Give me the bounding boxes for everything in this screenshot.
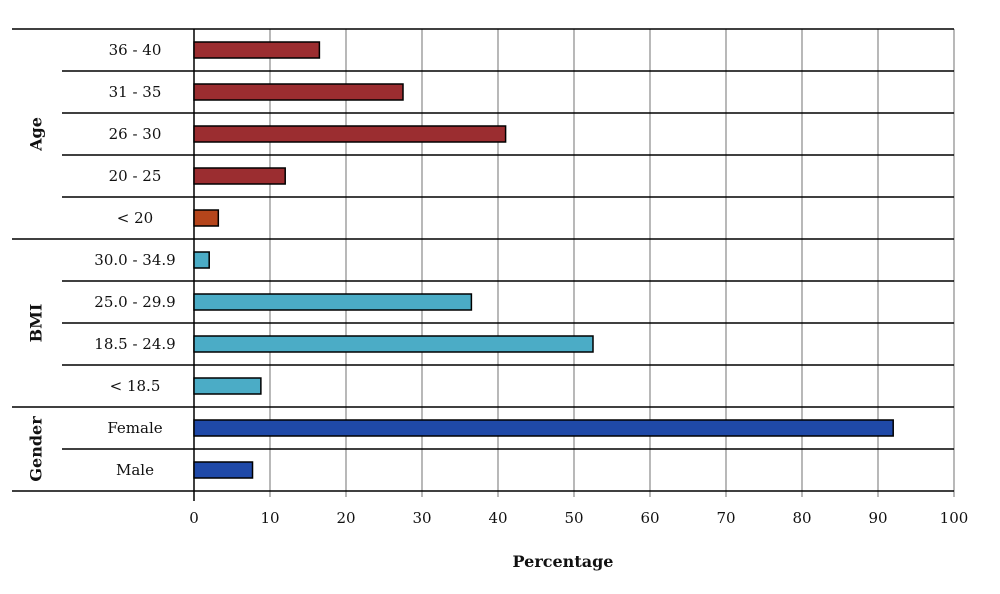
x-tick-labels: 0 10 20 30 40 50 60 70 80 90 100 (189, 509, 968, 527)
bar-age-0 (193, 41, 321, 59)
category-label: < 18.5 (110, 377, 161, 395)
category-label: 25.0 - 29.9 (94, 293, 175, 311)
x-tick-label: 70 (716, 509, 735, 527)
x-tick-label: 60 (640, 509, 659, 527)
category-label: < 20 (117, 209, 153, 227)
grid-lines (193, 29, 955, 501)
category-label: 20 - 25 (109, 167, 162, 185)
category-label: 30.0 - 34.9 (94, 251, 175, 269)
category-label: Female (107, 419, 162, 437)
group-label-gender: Gender (27, 416, 46, 482)
x-tick-label: 10 (260, 509, 279, 527)
bar-age-1 (193, 83, 404, 101)
bars (193, 41, 894, 479)
category-label: 36 - 40 (109, 41, 162, 59)
bar-bmi-0 (193, 251, 210, 269)
x-tick-label: 80 (792, 509, 811, 527)
bar-age-4 (193, 209, 220, 227)
x-tick-label: 0 (189, 509, 199, 527)
x-tick-label: 20 (336, 509, 355, 527)
bar-gender-0 (193, 419, 894, 437)
group-label-bmi: BMI (27, 304, 46, 343)
x-axis-title: Percentage (513, 552, 614, 571)
row-dividers (12, 28, 954, 492)
x-tick-label: 40 (488, 509, 507, 527)
group-labels: Age BMI Gender (27, 117, 46, 482)
bar-gender-1 (193, 461, 254, 479)
bar-bmi-1 (193, 293, 473, 311)
group-label-age: Age (27, 117, 46, 152)
x-tick-label: 30 (412, 509, 431, 527)
category-label: 18.5 - 24.9 (94, 335, 175, 353)
bar-bmi-2 (193, 335, 594, 353)
bar-age-2 (193, 125, 507, 143)
x-tick-label: 100 (940, 509, 969, 527)
category-labels: 36 - 40 31 - 35 26 - 30 20 - 25 < 20 30.0 - 3… (94, 41, 175, 479)
category-label: 31 - 35 (109, 83, 162, 101)
category-label: 26 - 30 (109, 125, 162, 143)
bar-age-3 (193, 167, 286, 185)
bar-bmi-3 (193, 377, 262, 395)
x-tick-label: 50 (564, 509, 583, 527)
x-tick-label: 90 (868, 509, 887, 527)
category-label: Male (116, 461, 154, 479)
